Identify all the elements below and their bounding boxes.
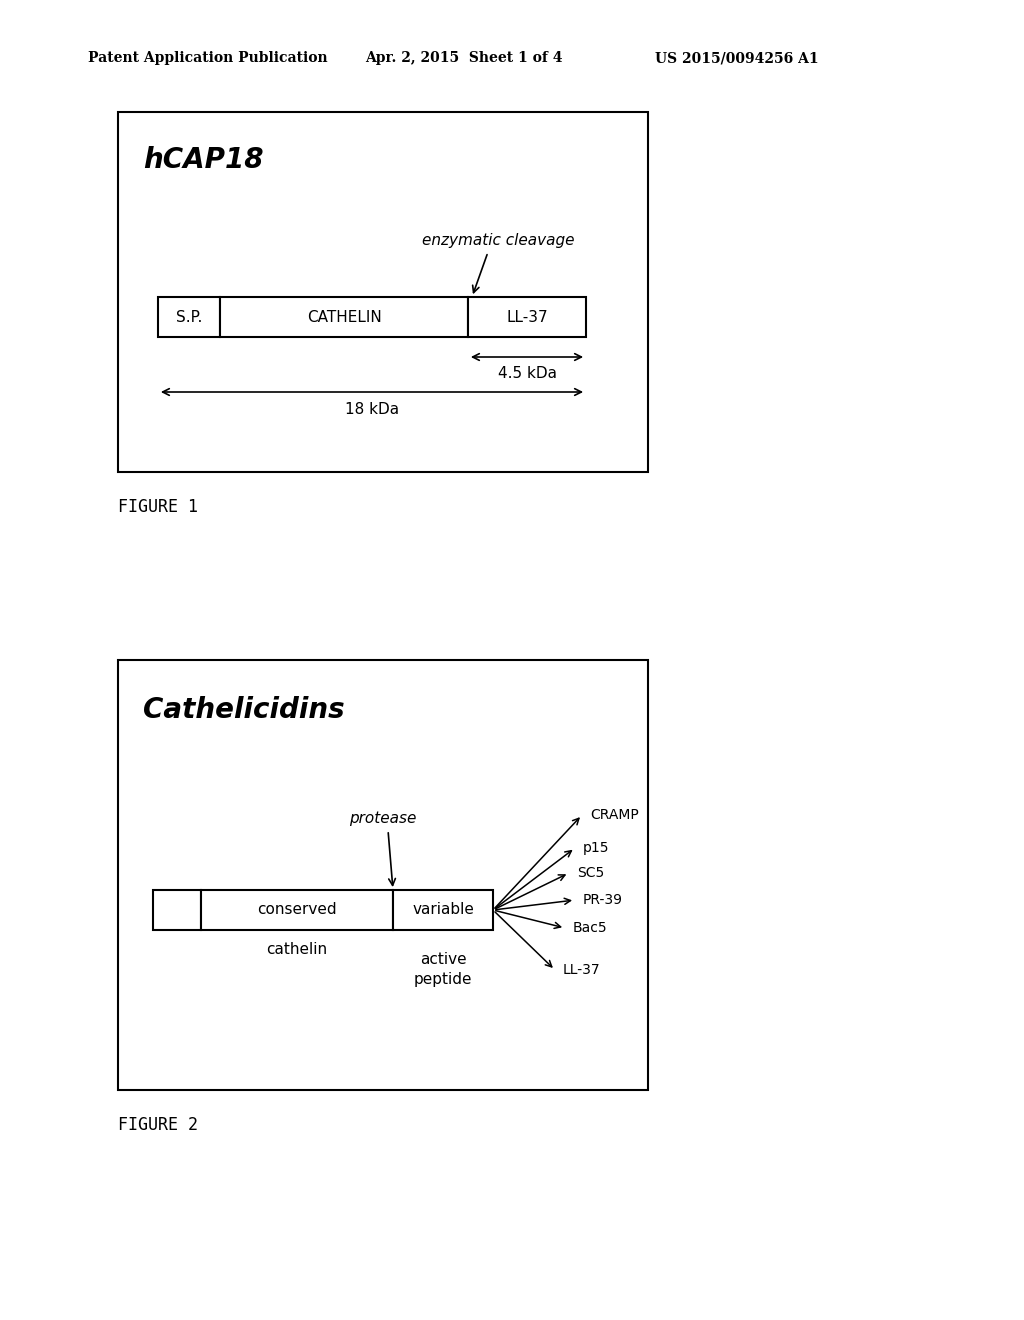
Text: LL-37: LL-37 [563, 964, 601, 977]
Text: variable: variable [412, 903, 474, 917]
Text: p15: p15 [583, 841, 609, 855]
Bar [468, 297, 586, 337]
Text: US 2015/0094256 A1: US 2015/0094256 A1 [655, 51, 818, 65]
Text: FIGURE 2: FIGURE 2 [118, 1115, 198, 1134]
Bar [158, 297, 220, 337]
Text: SC5: SC5 [577, 866, 604, 880]
Text: hCAP18: hCAP18 [143, 147, 263, 174]
Text: conserved: conserved [257, 903, 337, 917]
Text: protease: protease [349, 810, 417, 825]
Text: Apr. 2, 2015  Sheet 1 of 4: Apr. 2, 2015 Sheet 1 of 4 [365, 51, 562, 65]
Text: Patent Application Publication: Patent Application Publication [88, 51, 328, 65]
Bar [153, 890, 201, 931]
Text: LL-37: LL-37 [506, 309, 548, 325]
Bar [201, 890, 393, 931]
Text: CATHELIN: CATHELIN [306, 309, 381, 325]
Text: CRAMP: CRAMP [590, 808, 639, 822]
Text: 18 kDa: 18 kDa [345, 401, 399, 417]
Text: 4.5 kDa: 4.5 kDa [498, 367, 556, 381]
Text: Cathelicidins: Cathelicidins [143, 696, 345, 723]
Text: enzymatic cleavage: enzymatic cleavage [422, 232, 574, 248]
Text: active
peptide: active peptide [414, 952, 472, 987]
Text: FIGURE 1: FIGURE 1 [118, 498, 198, 516]
Bar [220, 297, 468, 337]
Text: PR-39: PR-39 [583, 894, 623, 907]
Bar [118, 660, 648, 1090]
Bar [393, 890, 493, 931]
Bar [118, 112, 648, 473]
Text: cathelin: cathelin [266, 942, 328, 957]
Text: Bac5: Bac5 [573, 921, 607, 935]
Text: S.P.: S.P. [176, 309, 202, 325]
